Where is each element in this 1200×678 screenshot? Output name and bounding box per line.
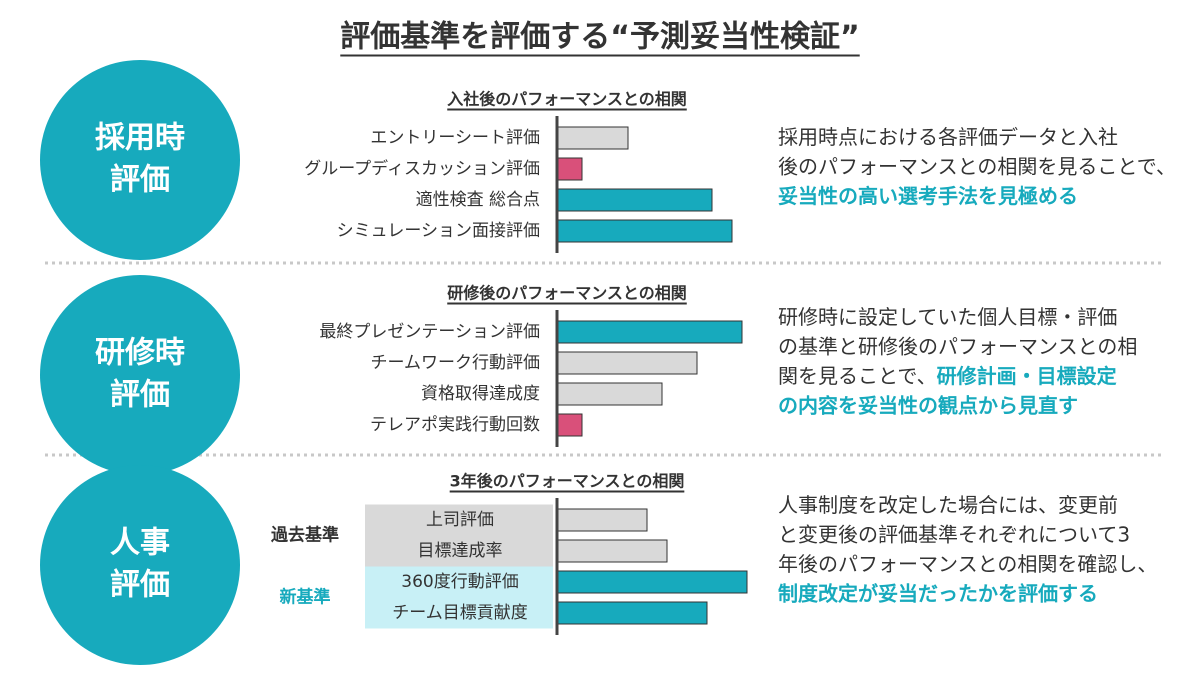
category-label: テレアポ実践行動回数 [370, 415, 540, 435]
description-line: の基準と研修後のパフォーマンスとの相 [778, 334, 1137, 358]
description-line: の内容を妥当性の観点から見直す [778, 393, 1078, 417]
description-line: 関を見ることで、研修計画・目標設定 [778, 364, 1117, 388]
bar [556, 126, 629, 150]
description-text: 研修時に設定していた個人目標・評価 [778, 305, 1117, 329]
section-label: 人事 [110, 526, 170, 561]
category-label: チームワーク行動評価 [371, 353, 541, 373]
description-emphasis: 研修計画・目標設定 [937, 364, 1117, 388]
section-label: 評価 [110, 163, 170, 198]
description-text: 人事制度を改定した場合には、変更前 [778, 493, 1118, 517]
bar [556, 508, 648, 532]
bar [556, 413, 583, 437]
bar [556, 188, 713, 212]
section-label: 評価 [110, 568, 170, 603]
chart-title: 研修後のパフォーマンスとの相関 [447, 284, 687, 303]
category-label: 360度行動評価 [401, 572, 518, 592]
group-label: 過去基準 [271, 525, 339, 546]
category-label: チーム目標貢献度 [392, 603, 528, 623]
category-label: エントリーシート評価 [370, 128, 540, 148]
section-circle [40, 275, 240, 475]
slide-title: 評価基準を評価する“予測妥当性検証” [340, 20, 859, 55]
bar [556, 157, 583, 181]
description-text: 採用時点における各評価データと入社 [778, 125, 1118, 149]
description-line: 研修時に設定していた個人目標・評価 [778, 305, 1117, 329]
bar [556, 601, 708, 625]
description-line: 人事制度を改定した場合には、変更前 [778, 493, 1118, 517]
description-text: 関を見ることで、 [778, 364, 937, 388]
description-line: 妥当性の高い選考手法を見極める [778, 184, 1078, 208]
group-label: 新基準 [280, 587, 331, 608]
bar [556, 570, 748, 594]
category-label: 資格取得達成度 [421, 384, 540, 404]
chart-title: 3年後のパフォーマンスとの相関 [450, 472, 685, 491]
description-text: 年後のパフォーマンスとの相関を確認し、 [778, 552, 1157, 576]
category-label: 適性検査 総合点 [416, 190, 540, 210]
description-text: と変更後の評価基準それぞれについて3 [778, 522, 1130, 546]
section-circle [40, 465, 240, 665]
description-line: 後のパフォーマンスとの相関を見ることで、 [778, 154, 1176, 178]
group-background [365, 566, 553, 629]
chart-title: 入社後のパフォーマンスとの相関 [447, 90, 687, 109]
section-circle [40, 60, 240, 260]
description-line: 制度改定が妥当だったかを評価する [778, 581, 1098, 605]
bar [556, 539, 668, 563]
description-text: 後のパフォーマンスとの相関を見ることで、 [778, 154, 1176, 178]
category-label: 目標達成率 [418, 541, 503, 561]
category-label: シミュレーション面接評価 [337, 221, 540, 241]
bar [556, 320, 743, 344]
bar [556, 382, 663, 406]
bar [556, 219, 733, 243]
group-background [365, 504, 553, 567]
description-emphasis: の内容を妥当性の観点から見直す [778, 393, 1078, 417]
section-label: 採用時 [95, 121, 185, 156]
bar [556, 351, 698, 375]
category-label: 上司評価 [426, 510, 494, 530]
description-emphasis: 妥当性の高い選考手法を見極める [778, 184, 1078, 208]
category-label: 最終プレゼンテーション評価 [319, 322, 540, 342]
description-line: と変更後の評価基準それぞれについて3 [778, 522, 1130, 546]
description-line: 年後のパフォーマンスとの相関を確認し、 [778, 552, 1157, 576]
description-emphasis: 制度改定が妥当だったかを評価する [778, 581, 1098, 605]
description-line: 採用時点における各評価データと入社 [778, 125, 1118, 149]
section-label: 研修時 [95, 336, 185, 371]
category-label: グループディスカッション評価 [304, 158, 540, 179]
description-text: の基準と研修後のパフォーマンスとの相 [778, 334, 1137, 358]
section-label: 評価 [110, 378, 170, 413]
